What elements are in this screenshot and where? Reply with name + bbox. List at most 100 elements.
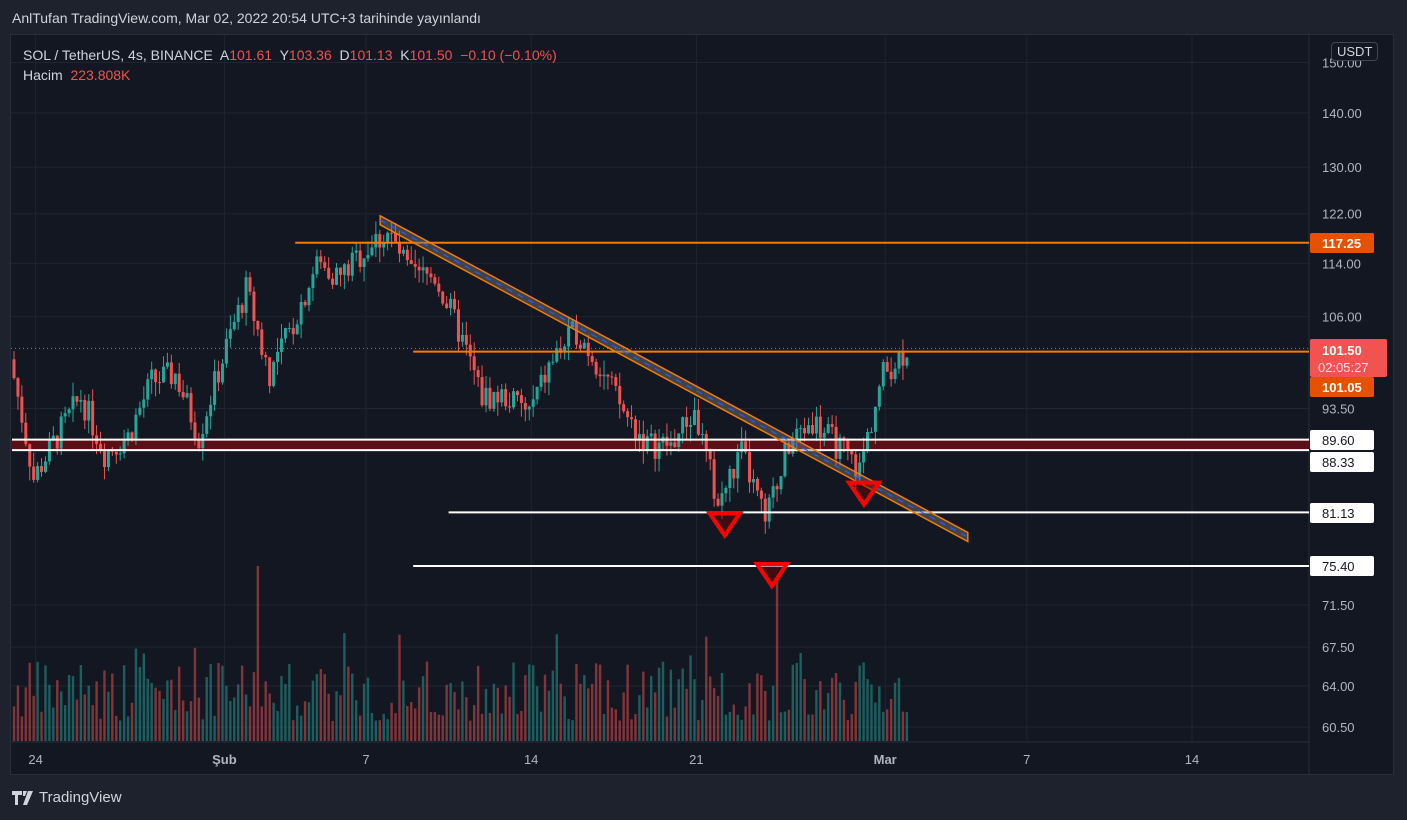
price-label-bg bbox=[1310, 339, 1387, 377]
down-triangle-marker bbox=[753, 562, 791, 590]
volume-bar bbox=[689, 655, 692, 741]
time-tick: Şub bbox=[212, 752, 237, 767]
volume-bar bbox=[394, 713, 397, 741]
volume-bar bbox=[681, 668, 684, 741]
volume-bar bbox=[201, 719, 204, 741]
down-triangle-marker bbox=[705, 511, 744, 540]
candle-body bbox=[24, 422, 28, 445]
volume-bar bbox=[240, 665, 244, 741]
candle-body bbox=[755, 478, 759, 491]
volume-bar bbox=[425, 661, 429, 741]
candle-body bbox=[512, 391, 516, 408]
volume-bar bbox=[543, 674, 547, 741]
tradingview-logo[interactable]: TradingView bbox=[12, 789, 122, 806]
volume-bar bbox=[386, 719, 389, 741]
candle-body bbox=[641, 433, 645, 451]
candle-body bbox=[429, 273, 433, 278]
volume-bar bbox=[897, 678, 901, 741]
volume-bar bbox=[701, 699, 704, 741]
candle-body bbox=[346, 264, 350, 276]
volume-bar bbox=[771, 685, 775, 741]
volume-bar bbox=[465, 697, 468, 741]
candle-body bbox=[500, 389, 504, 403]
price-label: 89.60 bbox=[1322, 433, 1355, 448]
volume-bar bbox=[630, 719, 633, 741]
volume-bar bbox=[665, 716, 669, 741]
volume-bar bbox=[551, 670, 555, 741]
volume-bar bbox=[339, 695, 342, 741]
volume-bar bbox=[390, 702, 393, 741]
volume-bar bbox=[882, 711, 885, 741]
candle-body bbox=[586, 342, 590, 357]
volume-bar bbox=[170, 679, 173, 741]
volume-bar bbox=[56, 680, 59, 741]
candle-body bbox=[468, 344, 472, 357]
candle-body bbox=[712, 459, 716, 499]
candle-body bbox=[535, 386, 539, 400]
symbol[interactable]: SOL / TetherUS, 4s, BINANCE bbox=[23, 47, 213, 63]
candle-body bbox=[464, 335, 468, 345]
price-tick: 67.50 bbox=[1322, 640, 1355, 655]
candle-body bbox=[354, 250, 358, 253]
currency-button[interactable]: USDT bbox=[1331, 42, 1379, 61]
candle-body bbox=[822, 432, 826, 438]
candle-body bbox=[696, 410, 700, 435]
candle-body bbox=[630, 417, 634, 420]
volume-bar bbox=[449, 683, 452, 741]
volume-bar bbox=[374, 720, 378, 741]
candle-body bbox=[252, 291, 256, 321]
volume-bar bbox=[233, 697, 236, 741]
volume-bar bbox=[32, 695, 35, 741]
price-label-bg bbox=[1310, 556, 1374, 576]
low-value: 101.13 bbox=[349, 47, 393, 63]
volume-bar bbox=[760, 675, 763, 741]
candle-body bbox=[610, 376, 614, 378]
volume-bar bbox=[854, 681, 857, 741]
price-tick: 106.00 bbox=[1322, 310, 1362, 325]
candle-body bbox=[673, 442, 677, 447]
volume-bar bbox=[606, 680, 610, 741]
candle-body bbox=[87, 400, 91, 421]
volume-bar bbox=[331, 720, 334, 741]
candle-body bbox=[413, 264, 417, 267]
open-value: 101.61 bbox=[229, 47, 273, 63]
candle-body bbox=[299, 302, 303, 325]
candle-body bbox=[555, 348, 559, 362]
volume-bar bbox=[795, 662, 798, 741]
price-label-bg bbox=[1310, 430, 1374, 450]
candle-body bbox=[83, 399, 87, 421]
volume-bar bbox=[36, 661, 39, 741]
volume-bar bbox=[866, 679, 869, 741]
candle-body bbox=[445, 303, 449, 309]
candle-body bbox=[276, 351, 280, 362]
volume-bar bbox=[504, 685, 507, 741]
volume-bar bbox=[52, 707, 55, 741]
volume-bar bbox=[107, 691, 110, 741]
candle-body bbox=[409, 260, 413, 265]
volume-bar bbox=[878, 686, 881, 741]
volume-bar bbox=[119, 720, 122, 741]
candle-body bbox=[771, 486, 775, 498]
volume-bar bbox=[716, 695, 720, 741]
candle-body bbox=[484, 387, 488, 406]
candle-body bbox=[79, 399, 83, 402]
volume-bar bbox=[162, 698, 165, 741]
price-label: 101.50 bbox=[1322, 343, 1362, 358]
volume-bar bbox=[292, 720, 295, 741]
candle-body bbox=[582, 342, 586, 349]
volume-bar bbox=[893, 682, 897, 741]
chart-pane[interactable] bbox=[10, 34, 1394, 775]
volume-bar bbox=[547, 690, 551, 741]
volume-bar bbox=[575, 663, 578, 741]
countdown-timer: 02:05:27 bbox=[1318, 360, 1369, 375]
volume-bar bbox=[614, 709, 617, 741]
volume-bar bbox=[638, 695, 641, 741]
low-label: D bbox=[339, 47, 350, 63]
volume-bar bbox=[779, 712, 783, 741]
price-tick: 114.00 bbox=[1322, 256, 1361, 271]
candle-body bbox=[602, 374, 606, 377]
volume-bar bbox=[579, 683, 582, 741]
candle-body bbox=[224, 338, 228, 364]
volume-bar bbox=[307, 702, 311, 741]
